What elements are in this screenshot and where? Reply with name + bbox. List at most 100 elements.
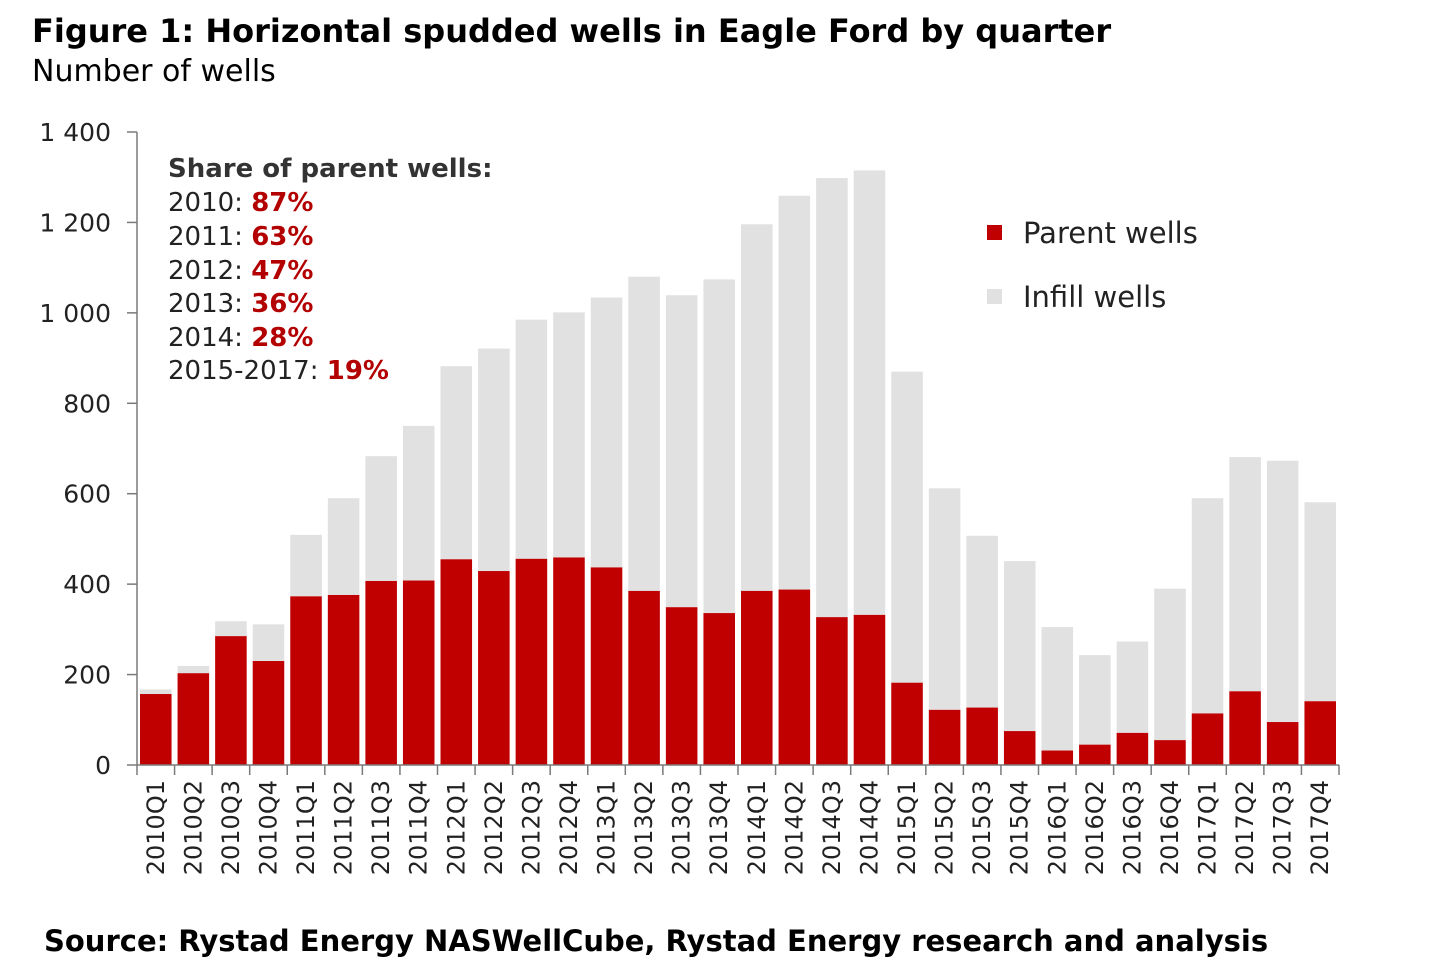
- annotation-value: 63%: [251, 222, 313, 252]
- x-tick-label: 2015Q1: [893, 780, 921, 875]
- bar-parent-2012Q3: [515, 558, 548, 765]
- bar-infill-2016Q1: [1041, 627, 1074, 751]
- y-tick-label: 1 400: [39, 118, 111, 147]
- bar-infill-2010Q1: [140, 689, 172, 695]
- x-tick-label: 2013Q2: [630, 780, 658, 875]
- x-tick-label: 2011Q1: [292, 780, 320, 875]
- bars: [140, 170, 1336, 765]
- x-tick-label: 2014Q3: [818, 780, 846, 875]
- x-tick-label: 2013Q3: [668, 780, 696, 875]
- y-axis: 0 200 400 600 800 1 000 1 200 1 400: [39, 118, 138, 780]
- bar-infill-2016Q3: [1116, 641, 1149, 733]
- annotation-box: Share of parent wells: 2010: 87% 2011: 6…: [168, 154, 492, 386]
- legend-label-infill: Infill wells: [1023, 280, 1166, 314]
- y-tick-label: 1 200: [39, 208, 111, 237]
- x-tick-label: 2017Q4: [1306, 780, 1334, 875]
- bar-infill-2016Q2: [1079, 655, 1111, 745]
- source-note: Source: Rystad Energy NASWellCube, Rysta…: [44, 924, 1269, 958]
- bar-infill-2011Q3: [365, 456, 397, 581]
- annotation-label: 2010:: [168, 188, 251, 218]
- bar-infill-2012Q4: [553, 312, 585, 558]
- bar-infill-2014Q4: [853, 170, 886, 615]
- bar-parent-2017Q2: [1229, 691, 1261, 765]
- bar-infill-2017Q4: [1304, 502, 1336, 702]
- y-tick-label: 200: [63, 661, 111, 690]
- annotation-label: 2011:: [168, 222, 251, 252]
- x-tick-label: 2014Q4: [855, 780, 883, 875]
- bar-infill-2015Q4: [1003, 561, 1036, 732]
- annotation-heading: Share of parent wells:: [168, 154, 492, 184]
- x-tick-label: 2010Q1: [142, 780, 170, 875]
- x-tick-label: 2017Q1: [1194, 780, 1222, 875]
- bar-infill-2014Q3: [816, 178, 848, 618]
- annotation-row-2013: 2013: 36%: [168, 289, 313, 319]
- legend-label-parent: Parent wells: [1023, 216, 1198, 250]
- x-tick-label: 2010Q4: [254, 780, 282, 875]
- bar-parent-2010Q1: [140, 694, 172, 765]
- y-tick-label: 600: [63, 480, 111, 509]
- bar-infill-2013Q3: [665, 295, 698, 608]
- bar-infill-2017Q2: [1229, 457, 1261, 692]
- x-tick-label: 2016Q4: [1156, 780, 1184, 875]
- x-tick-label: 2012Q3: [517, 780, 545, 875]
- bar-parent-2012Q1: [440, 559, 473, 765]
- y-tick-label: 0: [95, 751, 111, 780]
- annotation-value: 36%: [251, 289, 313, 319]
- x-tick-label: 2013Q4: [705, 780, 733, 875]
- bar-infill-2011Q4: [402, 425, 435, 581]
- x-tick-label: 2010Q3: [217, 780, 245, 875]
- legend-swatch-infill: [987, 289, 1002, 304]
- legend-swatch-parent: [987, 225, 1002, 240]
- annotation-value: 28%: [251, 323, 313, 353]
- bar-infill-2014Q2: [778, 195, 811, 590]
- bar-parent-2017Q1: [1191, 713, 1224, 765]
- bar-parent-2015Q2: [928, 709, 961, 765]
- bar-infill-2010Q3: [215, 621, 247, 637]
- x-tick-label: 2017Q3: [1269, 780, 1297, 875]
- annotation-label: 2014:: [168, 323, 251, 353]
- annotation-row-2012: 2012: 47%: [168, 256, 313, 286]
- bar-parent-2016Q2: [1079, 744, 1111, 765]
- annotation-row-2011: 2011: 63%: [168, 222, 313, 252]
- x-tick-label: 2012Q1: [442, 780, 470, 875]
- x-tick-label: 2014Q2: [780, 780, 808, 875]
- x-tick-label: 2012Q2: [480, 780, 508, 875]
- bar-parent-2016Q1: [1041, 750, 1074, 765]
- bar-parent-2014Q1: [741, 590, 773, 765]
- annotation-label: 2012:: [168, 256, 251, 286]
- bar-parent-2011Q3: [365, 580, 397, 765]
- bar-infill-2010Q4: [252, 624, 285, 662]
- bar-parent-2011Q2: [327, 594, 360, 765]
- annotation-value: 47%: [251, 256, 313, 286]
- bar-parent-2016Q4: [1154, 740, 1186, 765]
- annotation-label: 2013:: [168, 289, 251, 319]
- annotation-label: 2015-2017:: [168, 356, 327, 386]
- x-tick-label: 2015Q4: [1006, 780, 1034, 875]
- annotation-row-2014: 2014: 28%: [168, 323, 313, 353]
- x-tick-label: 2015Q3: [968, 780, 996, 875]
- bar-parent-2010Q2: [177, 673, 210, 765]
- x-tick-label: 2011Q4: [405, 780, 433, 875]
- bar-parent-2013Q1: [590, 567, 623, 765]
- bar-parent-2012Q2: [478, 571, 510, 765]
- annotation-row-2010: 2010: 87%: [168, 188, 313, 218]
- x-tick-label: 2015Q2: [931, 780, 959, 875]
- bar-parent-2011Q1: [290, 596, 322, 765]
- bar-parent-2014Q2: [778, 589, 811, 765]
- bar-infill-2013Q4: [703, 279, 735, 614]
- bar-infill-2010Q2: [177, 665, 210, 674]
- legend: Parent wells Infill wells: [987, 216, 1198, 314]
- x-tick-label: 2016Q2: [1081, 780, 1109, 875]
- x-tick-label: 2016Q1: [1043, 780, 1071, 875]
- bar-infill-2012Q2: [478, 348, 510, 572]
- bar-parent-2013Q4: [703, 613, 735, 765]
- bar-parent-2010Q4: [252, 661, 285, 765]
- chart-title: Figure 1: Horizontal spudded wells in Ea…: [32, 12, 1112, 50]
- x-tick-label: 2012Q4: [555, 780, 583, 875]
- bar-parent-2015Q1: [891, 682, 923, 765]
- bar-infill-2017Q1: [1191, 498, 1224, 714]
- bar-infill-2015Q2: [928, 488, 961, 710]
- bar-parent-2016Q3: [1116, 732, 1149, 765]
- bar-infill-2012Q3: [515, 319, 548, 559]
- bar-infill-2013Q2: [628, 276, 660, 591]
